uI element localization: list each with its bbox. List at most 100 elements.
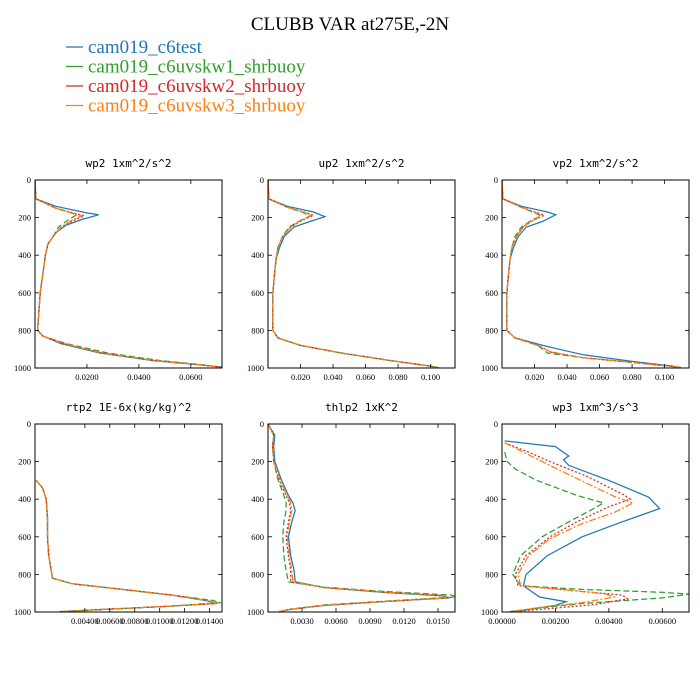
y-tick-label: 600 <box>485 532 498 542</box>
x-tick-label: 0.020 <box>525 372 544 382</box>
x-tick-label: 0.0400 <box>127 372 150 382</box>
y-tick-label: 400 <box>18 494 31 504</box>
y-tick-label: 200 <box>251 457 264 467</box>
figure-title: CLUBB VAR at275E,-2N <box>251 14 450 35</box>
x-tick-label: 0.01400 <box>196 616 224 626</box>
panel-title: up2 1xm^2/s^2 <box>318 157 404 170</box>
chart-panel: up2 1xm^2/s^2 0 200 400 600 800 1000 0.020 0.040… <box>247 157 456 382</box>
panel-title: wp3 1xm^3/s^3 <box>552 401 638 414</box>
series-line <box>502 180 681 368</box>
series-line <box>35 479 218 612</box>
series-line <box>504 440 661 612</box>
series-line <box>504 442 635 612</box>
series-line <box>35 180 222 368</box>
series-line <box>268 180 438 368</box>
legend-label: cam019_c6uvskw1_shrbuoy <box>88 57 306 78</box>
y-tick-label: 800 <box>18 569 31 579</box>
series-line <box>35 479 221 612</box>
x-tick-label: 0.0200 <box>75 372 98 382</box>
x-tick-label: 0.00200 <box>542 616 570 626</box>
x-tick-label: 0.0090 <box>358 616 381 626</box>
y-tick-label: 1000 <box>247 363 264 373</box>
legend-entry: cam019_c6uvskw3_shrbuoy <box>66 96 306 117</box>
series-line <box>268 424 455 612</box>
x-tick-label: 0.0060 <box>324 616 347 626</box>
series-line <box>504 442 632 612</box>
x-tick-label: 0.0030 <box>290 616 313 626</box>
series-line <box>502 180 681 368</box>
panel-title: rtp2 1E-6x(kg/kg)^2 <box>66 401 192 414</box>
chart-panel: thlp2 1xK^2 0 200 400 600 800 1000 0.0030 0.0060… <box>247 401 456 626</box>
y-tick-label: 1000 <box>481 363 498 373</box>
x-tick-label: 0.01200 <box>171 616 199 626</box>
y-tick-label: 1000 <box>14 363 31 373</box>
y-tick-label: 400 <box>18 250 31 260</box>
y-tick-label: 0 <box>260 419 264 429</box>
series-line <box>268 180 439 368</box>
y-tick-label: 800 <box>18 325 31 335</box>
y-tick-label: 0 <box>27 419 31 429</box>
plot-frame <box>501 423 690 613</box>
x-tick-label: 0.00600 <box>96 616 124 626</box>
legend-entry: cam019_c6uvskw1_shrbuoy <box>66 57 306 78</box>
y-tick-label: 0 <box>27 175 31 185</box>
x-tick-label: 0.020 <box>291 372 310 382</box>
y-tick-label: 800 <box>251 325 264 335</box>
y-tick-label: 1000 <box>14 607 31 617</box>
series-line <box>35 180 220 368</box>
plot-frame <box>34 179 223 369</box>
legend-label: cam019_c6uvskw3_shrbuoy <box>88 96 306 117</box>
series-line <box>268 424 450 612</box>
panel-title: vp2 1xm^2/s^2 <box>552 157 638 170</box>
y-tick-label: 0 <box>494 175 498 185</box>
x-tick-label: 0.00800 <box>121 616 149 626</box>
chart-panel: rtp2 1E-6x(kg/kg)^2 0 200 400 600 800 1000 0.00… <box>14 401 223 626</box>
y-tick-label: 200 <box>485 213 498 223</box>
y-tick-label: 200 <box>485 457 498 467</box>
y-tick-label: 600 <box>485 288 498 298</box>
series-line <box>504 452 689 612</box>
y-tick-label: 200 <box>18 457 31 467</box>
y-tick-label: 1000 <box>247 607 264 617</box>
series-line <box>35 479 218 612</box>
x-tick-label: 0.080 <box>389 372 408 382</box>
series-line <box>35 479 216 612</box>
x-tick-label: 0.040 <box>557 372 576 382</box>
series-line <box>502 180 682 368</box>
y-tick-label: 200 <box>251 213 264 223</box>
series-line <box>268 180 438 368</box>
y-tick-label: 600 <box>18 532 31 542</box>
x-tick-label: 0.00400 <box>595 616 623 626</box>
y-tick-label: 800 <box>251 569 264 579</box>
y-tick-label: 200 <box>18 213 31 223</box>
y-tick-label: 600 <box>251 532 264 542</box>
chart-panel: vp2 1xm^2/s^2 0 200 400 600 800 1000 0.020 0.040… <box>481 157 690 382</box>
legend-entry: cam019_c6test <box>66 37 203 58</box>
y-tick-label: 600 <box>251 288 264 298</box>
y-tick-label: 1000 <box>481 607 498 617</box>
y-tick-label: 400 <box>485 494 498 504</box>
series-line <box>268 424 449 612</box>
y-tick-label: 400 <box>251 250 264 260</box>
legend-label: cam019_c6uvskw2_shrbuoy <box>88 76 306 97</box>
legend-label: cam019_c6test <box>88 37 203 58</box>
y-tick-label: 0 <box>494 419 498 429</box>
panel-title: wp2 1xm^2/s^2 <box>85 157 171 170</box>
x-tick-label: 0.100 <box>421 372 440 382</box>
plot-frame <box>34 423 223 613</box>
series-line <box>268 424 449 612</box>
x-tick-label: 0.01000 <box>146 616 174 626</box>
y-tick-label: 600 <box>18 288 31 298</box>
x-tick-label: 0.00400 <box>71 616 99 626</box>
plot-frame <box>501 179 690 369</box>
y-tick-label: 0 <box>260 175 264 185</box>
x-tick-label: 0.060 <box>356 372 375 382</box>
x-tick-label: 0.060 <box>590 372 609 382</box>
plot-frame <box>267 179 456 369</box>
x-tick-label: 0.100 <box>655 372 674 382</box>
y-tick-label: 800 <box>485 325 498 335</box>
x-tick-label: 0.0150 <box>426 616 449 626</box>
